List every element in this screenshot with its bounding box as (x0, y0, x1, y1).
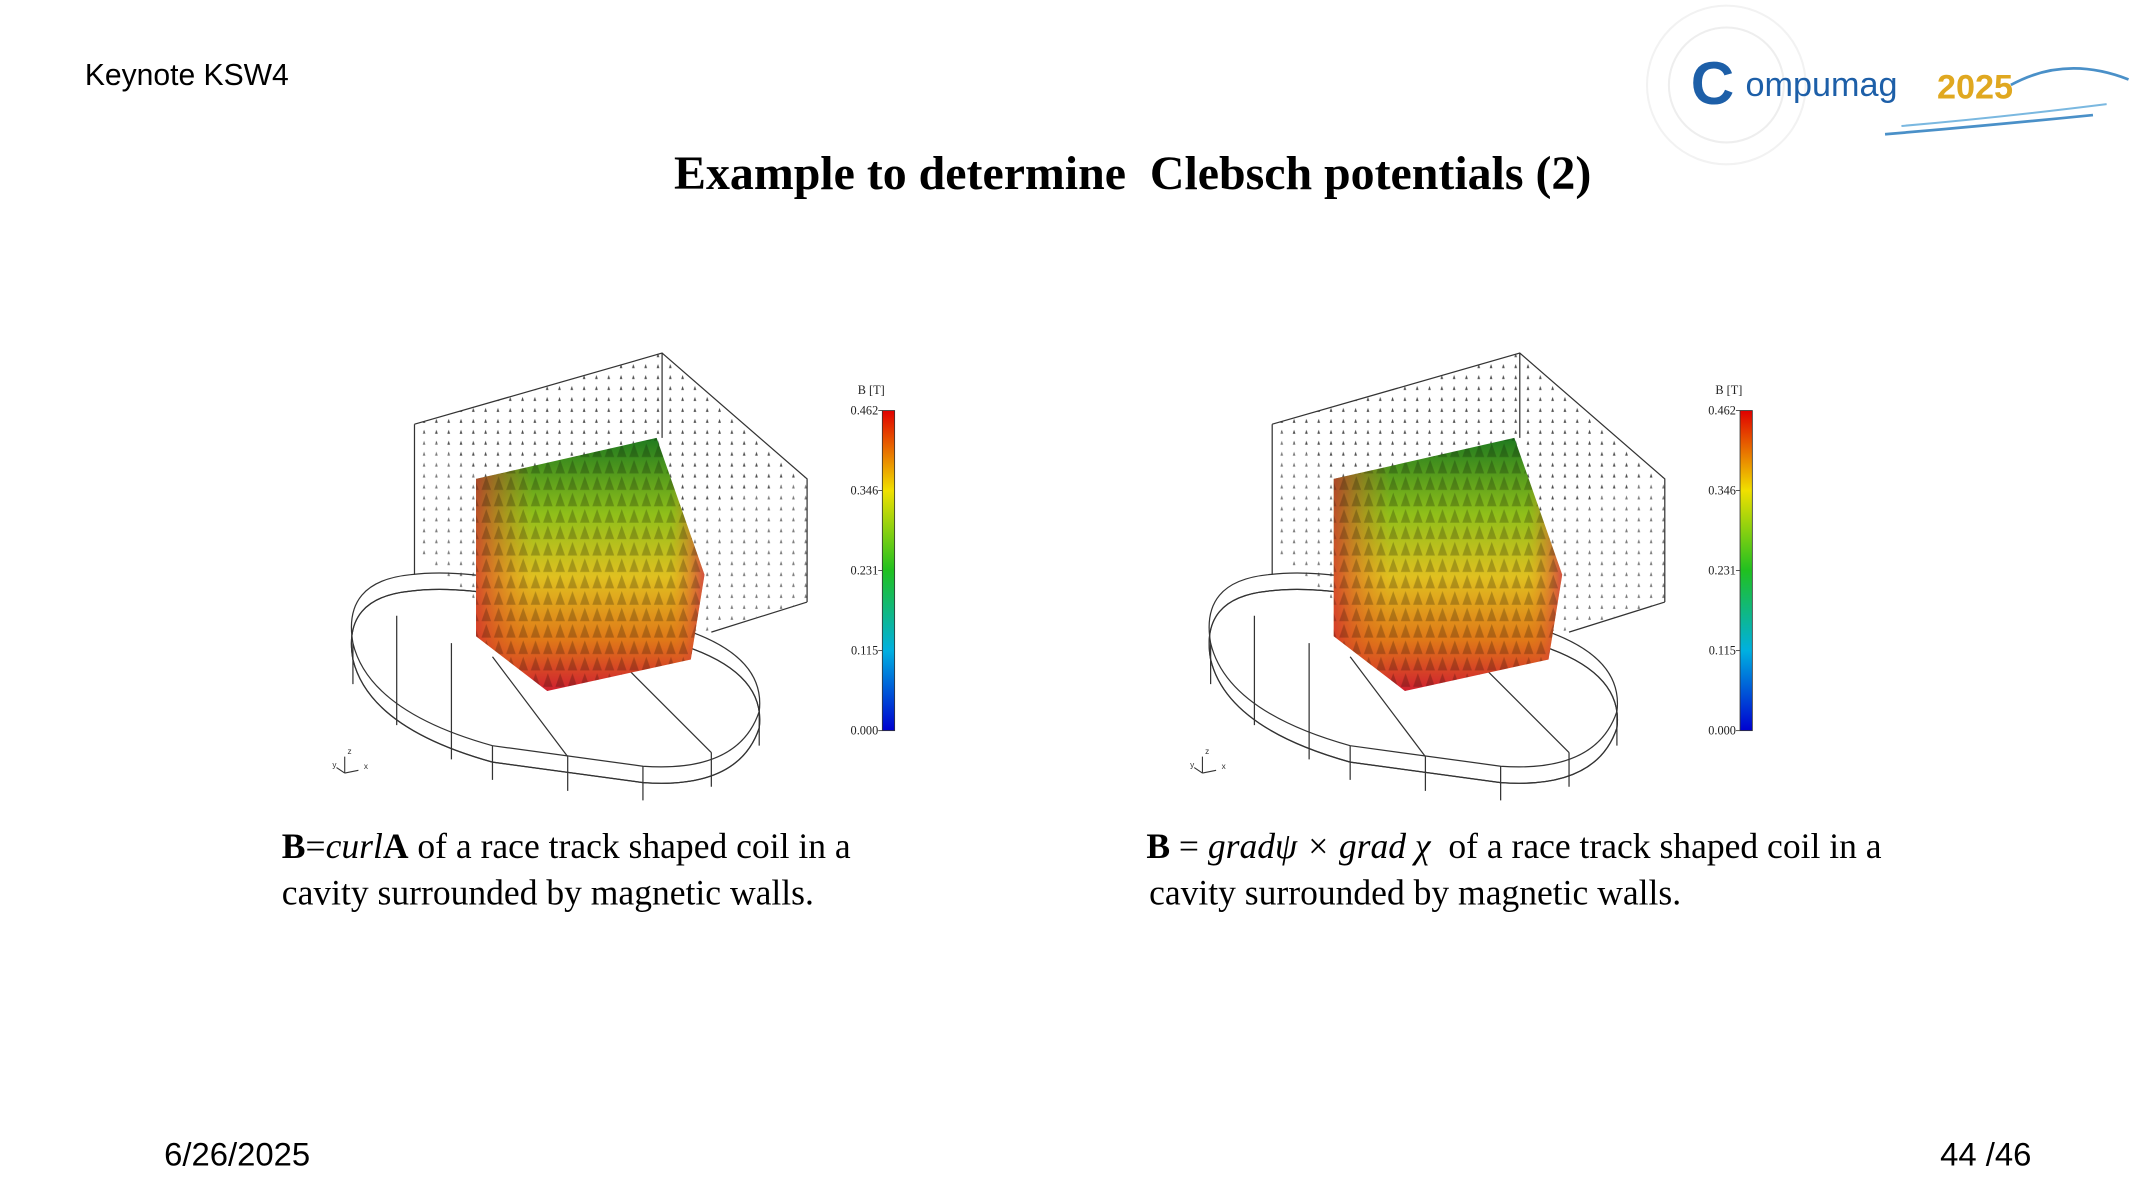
figure: y z x B [T] 0.462 0.346 0.231 0.115 0.000 B = gra… (1146, 352, 1882, 912)
colorbar-label: B [T] (1715, 383, 1742, 397)
axis-label: y (1190, 761, 1195, 770)
slide-title: Example to determine Clebsch potentials … (674, 147, 1591, 200)
caption-part: of a race track shaped coil in a (409, 826, 851, 866)
colorbar-tick-label: 0.462 (851, 404, 879, 418)
caption-part: = (1170, 826, 1208, 866)
caption-part: of a race track shaped coil in a (1431, 826, 1882, 866)
axis-label: x (1222, 762, 1226, 771)
page-number: 44 /46 (1940, 1136, 2031, 1173)
logo-year: 2025 (1937, 69, 2013, 107)
axis-label: z (1205, 747, 1209, 756)
caption-part: A (383, 826, 409, 866)
colorbar-tick-label: 0.231 (851, 564, 879, 578)
colorbar-tick-label: 0.346 (851, 484, 879, 498)
colorbar-tick-label: 0.462 (1708, 404, 1736, 418)
logo-name: ompumag (1746, 66, 1898, 104)
logo-initial: C (1691, 50, 1734, 117)
footer-date: 6/26/2025 (164, 1136, 310, 1173)
colorbar-tick-label: 0.115 (1709, 644, 1736, 658)
caption-part: B (282, 826, 306, 866)
caption-part: curl (326, 826, 383, 866)
axis-label: x (364, 762, 368, 771)
figure: y z x B [T] 0.462 0.346 0.231 0.115 0.000 B=curlA… (282, 352, 896, 912)
logo: C ompumag 2025 (1645, 4, 2130, 166)
caption-part: = (306, 826, 326, 866)
field-plot (1193, 352, 1666, 802)
colorbar-tick-label: 0.346 (1708, 484, 1736, 498)
colorbar-tick-label: 0.000 (851, 724, 879, 738)
field-plot (335, 352, 808, 802)
colorbar-label: B [T] (858, 383, 885, 397)
axis-label: z (347, 747, 351, 756)
caption-line: cavity surrounded by magnetic walls. (282, 872, 814, 912)
caption-line: cavity surrounded by magnetic walls. (1149, 872, 1681, 912)
caption-part: gradψ × grad χ (1208, 826, 1432, 866)
header-label: Keynote KSW4 (85, 59, 289, 92)
axis-label: y (332, 761, 337, 770)
colorbar-tick-label: 0.231 (1708, 564, 1736, 578)
caption-line: B=curlA of a race track shaped coil in a (282, 826, 851, 866)
colorbar (1739, 410, 1753, 732)
caption-line: B = gradψ × grad χ of a race track shape… (1146, 826, 1881, 866)
colorbar-tick-label: 0.115 (851, 644, 878, 658)
colorbar (881, 410, 896, 732)
colorbar-tick-label: 0.000 (1708, 724, 1736, 738)
caption-part: B (1146, 826, 1170, 866)
